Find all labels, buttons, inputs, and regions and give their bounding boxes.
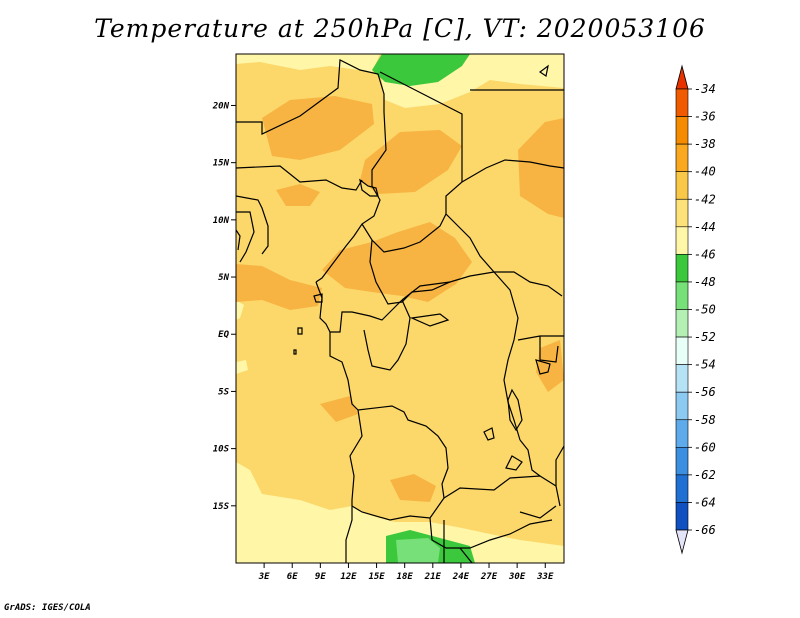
lon-tick-label: 6E (287, 572, 298, 582)
legend-swatch (675, 336, 689, 365)
legend-swatch (675, 309, 689, 338)
lon-tick-label: 24E (452, 572, 470, 582)
legend-swatch (675, 419, 689, 448)
lat-tick-label: 10N (213, 216, 230, 226)
plot-frame (235, 53, 565, 564)
legend-swatch (675, 474, 689, 503)
map-field (236, 54, 564, 563)
lat-tick-label: EQ (218, 330, 229, 340)
lon-tick-label: 27E (480, 572, 498, 582)
legend-swatch (675, 226, 689, 255)
legend-label: -38 (694, 137, 716, 151)
legend-bottom-arrow (675, 529, 689, 555)
legend-label: -34 (694, 82, 716, 96)
legend-label: -48 (694, 275, 716, 289)
field-region-44 (372, 54, 470, 86)
lat-tick-label: 10S (213, 445, 230, 455)
lat-tick-label: 5S (218, 387, 229, 397)
legend-label: -66 (694, 523, 716, 537)
legend-swatch (675, 143, 689, 172)
field-region-38 (236, 96, 564, 502)
lat-tick-label: 20N (212, 101, 230, 111)
legend-label: -36 (694, 110, 716, 124)
legend-top-arrow (675, 64, 689, 90)
legend-swatch (675, 88, 689, 117)
lon-tick-label: 33E (536, 572, 554, 582)
legend-label: -54 (694, 358, 716, 372)
lat-tick-label: 5N (218, 273, 229, 283)
longitude-axis: 3E 6E 9E 12E 15E 18E 21E 24E 27E 30E 33E (258, 563, 554, 582)
lon-tick-label: 3E (258, 572, 270, 582)
latitude-axis: 20N 15N 10N 5N EQ 5S 10S 15S (212, 101, 236, 512)
lon-tick-label: 21E (424, 572, 442, 582)
legend-label: -42 (694, 192, 716, 206)
legend-label: -56 (694, 385, 716, 399)
legend-label: -44 (694, 220, 716, 234)
lon-tick-label: 12E (340, 572, 357, 582)
map-title: Temperature at 250hPa [C], VT: 202005310… (94, 14, 706, 43)
legend-swatch (675, 364, 689, 393)
legend-label: -50 (694, 303, 716, 317)
legend-swatch (675, 391, 689, 421)
legend-label: -64 (694, 495, 716, 509)
legend-label: -62 (694, 468, 716, 482)
lat-tick-label: 15S (213, 502, 230, 512)
legend-label: -58 (694, 413, 716, 427)
legend-label: -40 (694, 165, 716, 179)
legend-swatch (675, 502, 689, 531)
lon-tick-label: 18E (397, 572, 414, 582)
legend-swatch (675, 254, 689, 283)
lon-tick-label: 9E (315, 572, 326, 582)
lat-tick-label: 15N (213, 159, 230, 169)
color-legend: -34 -36 -38 -40 -42 -44 -46 -48 -50 -52 -54 -56 -58 -… (675, 64, 716, 555)
legend-swatch (675, 116, 689, 145)
legend-swatch (675, 198, 689, 228)
grads-credit: GrADS: IGES/COLA (4, 603, 91, 613)
legend-swatch (675, 281, 689, 310)
legend-swatch (675, 447, 689, 476)
legend-label: -60 (694, 440, 716, 454)
legend-swatch (675, 171, 689, 200)
lon-tick-label: 30E (508, 572, 526, 582)
country-borders (236, 59, 564, 563)
field-region-46 (396, 538, 440, 563)
legend-label: -46 (694, 247, 716, 261)
legend-label: -52 (694, 330, 716, 344)
lon-tick-label: 15E (368, 572, 385, 582)
